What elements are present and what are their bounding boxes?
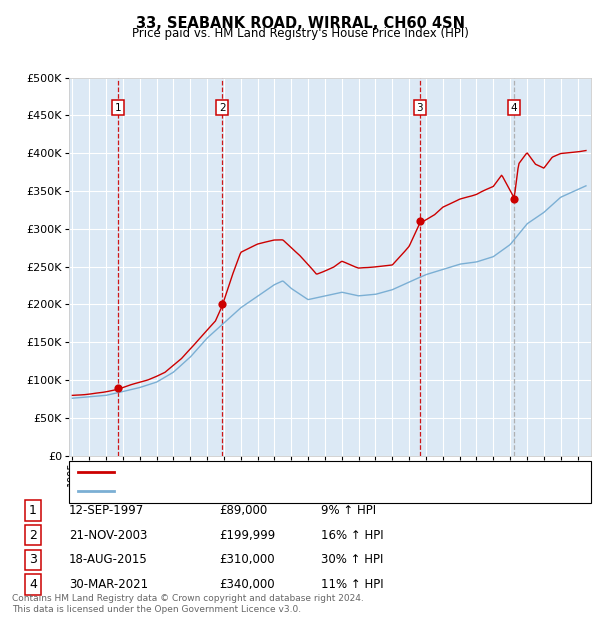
Text: £340,000: £340,000	[219, 578, 275, 591]
Text: This data is licensed under the Open Government Licence v3.0.: This data is licensed under the Open Gov…	[12, 604, 301, 614]
Text: 16% ↑ HPI: 16% ↑ HPI	[321, 529, 383, 541]
Text: £199,999: £199,999	[219, 529, 275, 541]
Text: 30% ↑ HPI: 30% ↑ HPI	[321, 554, 383, 566]
Text: 4: 4	[29, 578, 37, 591]
Text: 30-MAR-2021: 30-MAR-2021	[69, 578, 148, 591]
Text: 2: 2	[219, 103, 226, 113]
Text: 18-AUG-2015: 18-AUG-2015	[69, 554, 148, 566]
Point	[415, 216, 425, 226]
Text: 33, SEABANK ROAD, WIRRAL, CH60 4SN: 33, SEABANK ROAD, WIRRAL, CH60 4SN	[136, 16, 464, 30]
Text: HPI: Average price, detached house, Wirral: HPI: Average price, detached house, Wirr…	[120, 486, 359, 496]
Text: 11% ↑ HPI: 11% ↑ HPI	[321, 578, 383, 591]
Text: 21-NOV-2003: 21-NOV-2003	[69, 529, 148, 541]
Text: 2: 2	[29, 529, 37, 541]
Point	[509, 193, 519, 203]
Text: 1: 1	[115, 103, 121, 113]
Text: £89,000: £89,000	[219, 504, 267, 516]
Text: 33, SEABANK ROAD, WIRRAL, CH60 4SN (detached house): 33, SEABANK ROAD, WIRRAL, CH60 4SN (deta…	[120, 467, 445, 477]
Text: 3: 3	[416, 103, 423, 113]
Text: 12-SEP-1997: 12-SEP-1997	[69, 504, 144, 516]
Text: 4: 4	[511, 103, 518, 113]
Text: £310,000: £310,000	[219, 554, 275, 566]
Text: 3: 3	[29, 554, 37, 566]
Point	[217, 299, 227, 309]
Text: 9% ↑ HPI: 9% ↑ HPI	[321, 504, 376, 516]
Text: Contains HM Land Registry data © Crown copyright and database right 2024.: Contains HM Land Registry data © Crown c…	[12, 593, 364, 603]
Text: Price paid vs. HM Land Registry's House Price Index (HPI): Price paid vs. HM Land Registry's House …	[131, 27, 469, 40]
Point	[113, 383, 123, 393]
Text: 1: 1	[29, 504, 37, 516]
